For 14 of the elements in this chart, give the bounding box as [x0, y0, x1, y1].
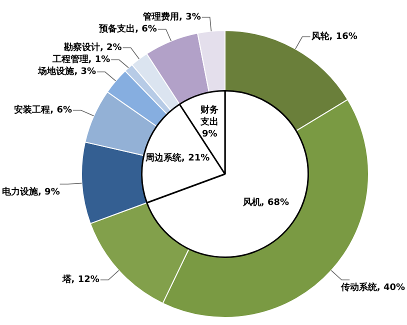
slice-label: 勘察设计, 2% — [64, 42, 122, 54]
slice-label: 场地设施, 3% — [37, 66, 96, 78]
slice-label: 管理费用, 3% — [142, 12, 201, 23]
slice-label: 周边系统, 21% — [144, 152, 210, 164]
slice-label: 塔, 12% — [61, 274, 100, 286]
slice-label: 预备支出, 6% — [98, 24, 157, 35]
slice-label: 电力设施, 9% — [2, 186, 60, 198]
data-label: 9% — [202, 129, 218, 140]
slice-label: 财务支出 — [200, 104, 219, 128]
slice-label: 风轮, 16% — [310, 31, 358, 42]
slice-label: 工程管理, 1% — [51, 54, 110, 66]
slice-label: 传动系统, 40% — [340, 282, 406, 294]
slice-label: 风机, 68% — [242, 196, 290, 208]
slice-label: 安装工程, 6% — [14, 104, 72, 116]
